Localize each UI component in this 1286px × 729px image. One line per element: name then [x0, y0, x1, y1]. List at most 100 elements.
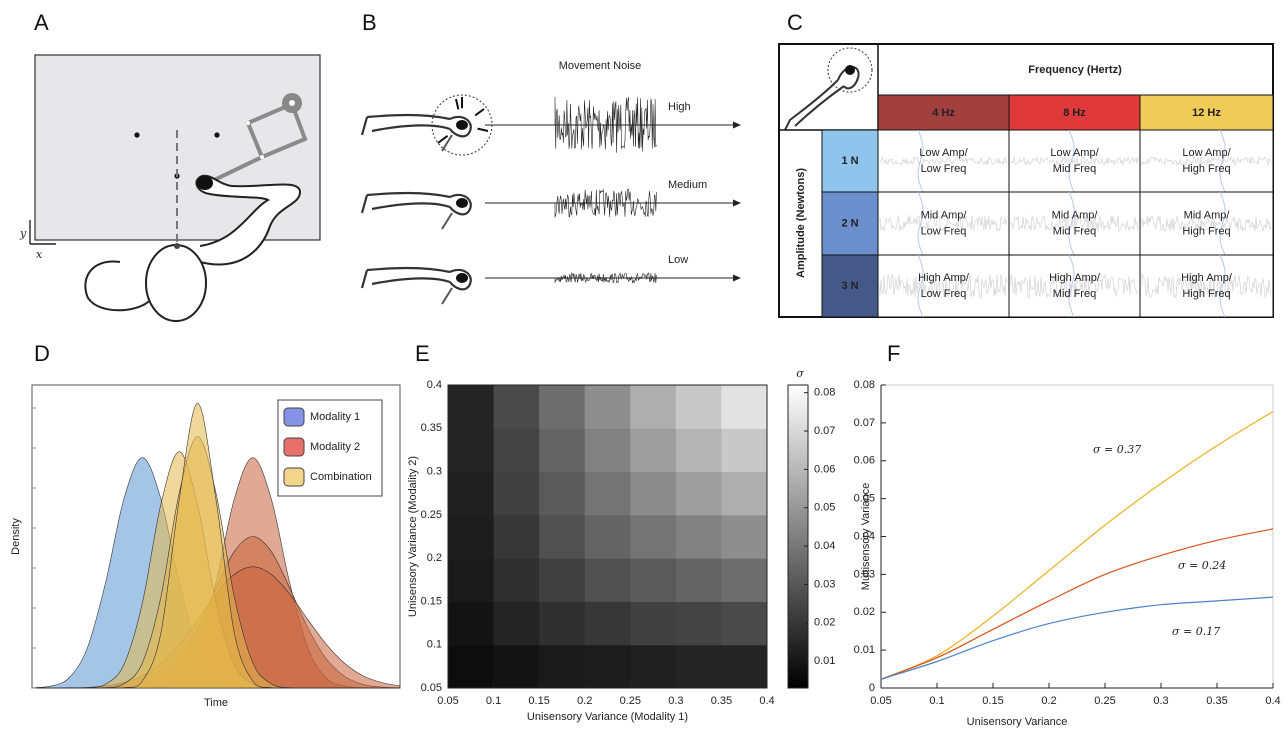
- y-tick-label: 0.05: [421, 682, 442, 694]
- column-header: Frequency (Hertz): [1028, 64, 1122, 76]
- x-tick-label: 0.15: [982, 695, 1003, 707]
- wave-backdrop: [1219, 191, 1226, 256]
- heatmap-cell: [539, 514, 586, 559]
- y-tick-label: 0.3: [427, 465, 442, 477]
- y-tick-label: 0.25: [421, 509, 442, 521]
- perturb-arrow: [477, 127, 489, 132]
- arm-icon: [784, 47, 873, 131]
- heatmap-cell: [493, 514, 540, 559]
- heatmap-cell: [584, 514, 631, 559]
- arm-icon: [360, 191, 472, 230]
- panel-letter: F: [887, 341, 900, 366]
- arm-outline: [360, 266, 472, 291]
- heatmap-cell: [448, 428, 495, 473]
- heatmap-cell: [493, 428, 540, 473]
- arm-outline: [360, 113, 472, 138]
- x-tick-label: 0.05: [437, 695, 458, 707]
- heatmap-cell: [448, 514, 495, 559]
- noise-backdrop: [879, 214, 1008, 233]
- y-tick-label: 0.05: [854, 493, 875, 505]
- arm-outline: [360, 191, 472, 216]
- y-tick-label: 0.15: [421, 595, 442, 607]
- colorbar-title: σ: [796, 367, 804, 380]
- panel-letter: D: [34, 341, 50, 366]
- heatmap-cell: [675, 428, 722, 473]
- x-tick-label: 0.2: [577, 695, 592, 707]
- y-tick-label: 0.06: [854, 455, 875, 467]
- y-tick-label: 0.4: [427, 379, 442, 391]
- x-tick-label: 0.3: [668, 695, 683, 707]
- table-cell: [1139, 129, 1274, 193]
- noise-backdrop: [1141, 215, 1272, 232]
- noise-backdrop: [1010, 214, 1139, 232]
- y-axis-label: Unisensory Variance (Modality 2): [407, 456, 419, 617]
- legend-swatch: [283, 437, 305, 457]
- heatmap-cell: [630, 558, 677, 602]
- heatmap-cell: [721, 428, 768, 473]
- hand: [845, 65, 855, 75]
- colorbar-tick-label: 0.04: [814, 540, 835, 552]
- table-cell: [1139, 254, 1274, 318]
- table-cell: [1139, 191, 1274, 256]
- wave-backdrop: [1219, 129, 1226, 193]
- panel-title: Movement Noise: [559, 60, 642, 72]
- noise-trace: [554, 96, 657, 153]
- cell-text: Mid Freq: [1053, 288, 1096, 300]
- cell-text: Mid Freq: [1053, 225, 1096, 237]
- row-header: Amplitude (Newtons): [795, 168, 807, 278]
- table-cell: [877, 129, 1010, 193]
- y-tick-label: 0.01: [854, 644, 875, 656]
- x-axis-label: Unisensory Variance: [967, 716, 1068, 728]
- heatmap-cell: [584, 601, 631, 646]
- column-label: 8 Hz: [1063, 107, 1086, 119]
- heatmap-cell: [721, 514, 768, 559]
- heatmap-cell: [721, 601, 768, 646]
- setup-diagram: [29, 54, 321, 322]
- heatmap-cell: [584, 558, 631, 602]
- legend-label: Combination: [310, 471, 372, 483]
- heatmap-cell: [584, 428, 631, 473]
- hand: [456, 273, 468, 283]
- row-swatch: [821, 129, 879, 193]
- wave-backdrop: [917, 129, 924, 193]
- wave-backdrop: [1068, 254, 1075, 318]
- heatmap-cell: [721, 644, 768, 689]
- heatmap-cell: [584, 644, 631, 689]
- heatmap-cell: [539, 644, 586, 689]
- heatmap-cell: [493, 558, 540, 602]
- legend-swatch: [283, 407, 305, 427]
- x-tick-label: 0.25: [620, 695, 641, 707]
- colorbar-tick-label: 0.01: [814, 655, 835, 667]
- column-swatch: [1139, 94, 1274, 131]
- column-swatch: [877, 94, 1010, 131]
- heatmap-cell: [448, 644, 495, 689]
- series-line: [880, 410, 1274, 680]
- cell-text: Low Amp/: [1182, 147, 1231, 159]
- hand: [456, 198, 468, 208]
- y-tick-label: 0.04: [854, 530, 875, 542]
- panel-letter: B: [362, 10, 377, 35]
- heatmap-cell: [675, 514, 722, 559]
- noise-backdrop: [1010, 155, 1139, 167]
- row-label: 2 N: [841, 217, 858, 229]
- heatmap-cell: [675, 471, 722, 516]
- panel-letter: A: [34, 10, 49, 35]
- y-tick-label: 0.08: [854, 379, 875, 391]
- x-tick-label: 0.35: [1206, 695, 1227, 707]
- cell-text: Mid Freq: [1053, 163, 1096, 175]
- colorbar-tick-label: 0.05: [814, 502, 835, 514]
- x-tick-label: 0.1: [929, 695, 944, 707]
- line-annotation: σ = 0.37: [1093, 443, 1141, 456]
- heatmap-cell: [448, 471, 495, 516]
- heatmap-cell: [493, 644, 540, 689]
- heatmap-cell: [630, 428, 677, 473]
- cell-text: Low Freq: [921, 225, 967, 237]
- heatmap-cell: [493, 471, 540, 516]
- y-tick-label: 0.2: [427, 552, 442, 564]
- wave-backdrop: [917, 191, 924, 256]
- x-tick-label: 0.05: [870, 695, 891, 707]
- perturb-ring: [827, 47, 873, 93]
- heatmap-cell: [721, 558, 768, 602]
- line-annotation: σ = 0.17: [1172, 625, 1220, 638]
